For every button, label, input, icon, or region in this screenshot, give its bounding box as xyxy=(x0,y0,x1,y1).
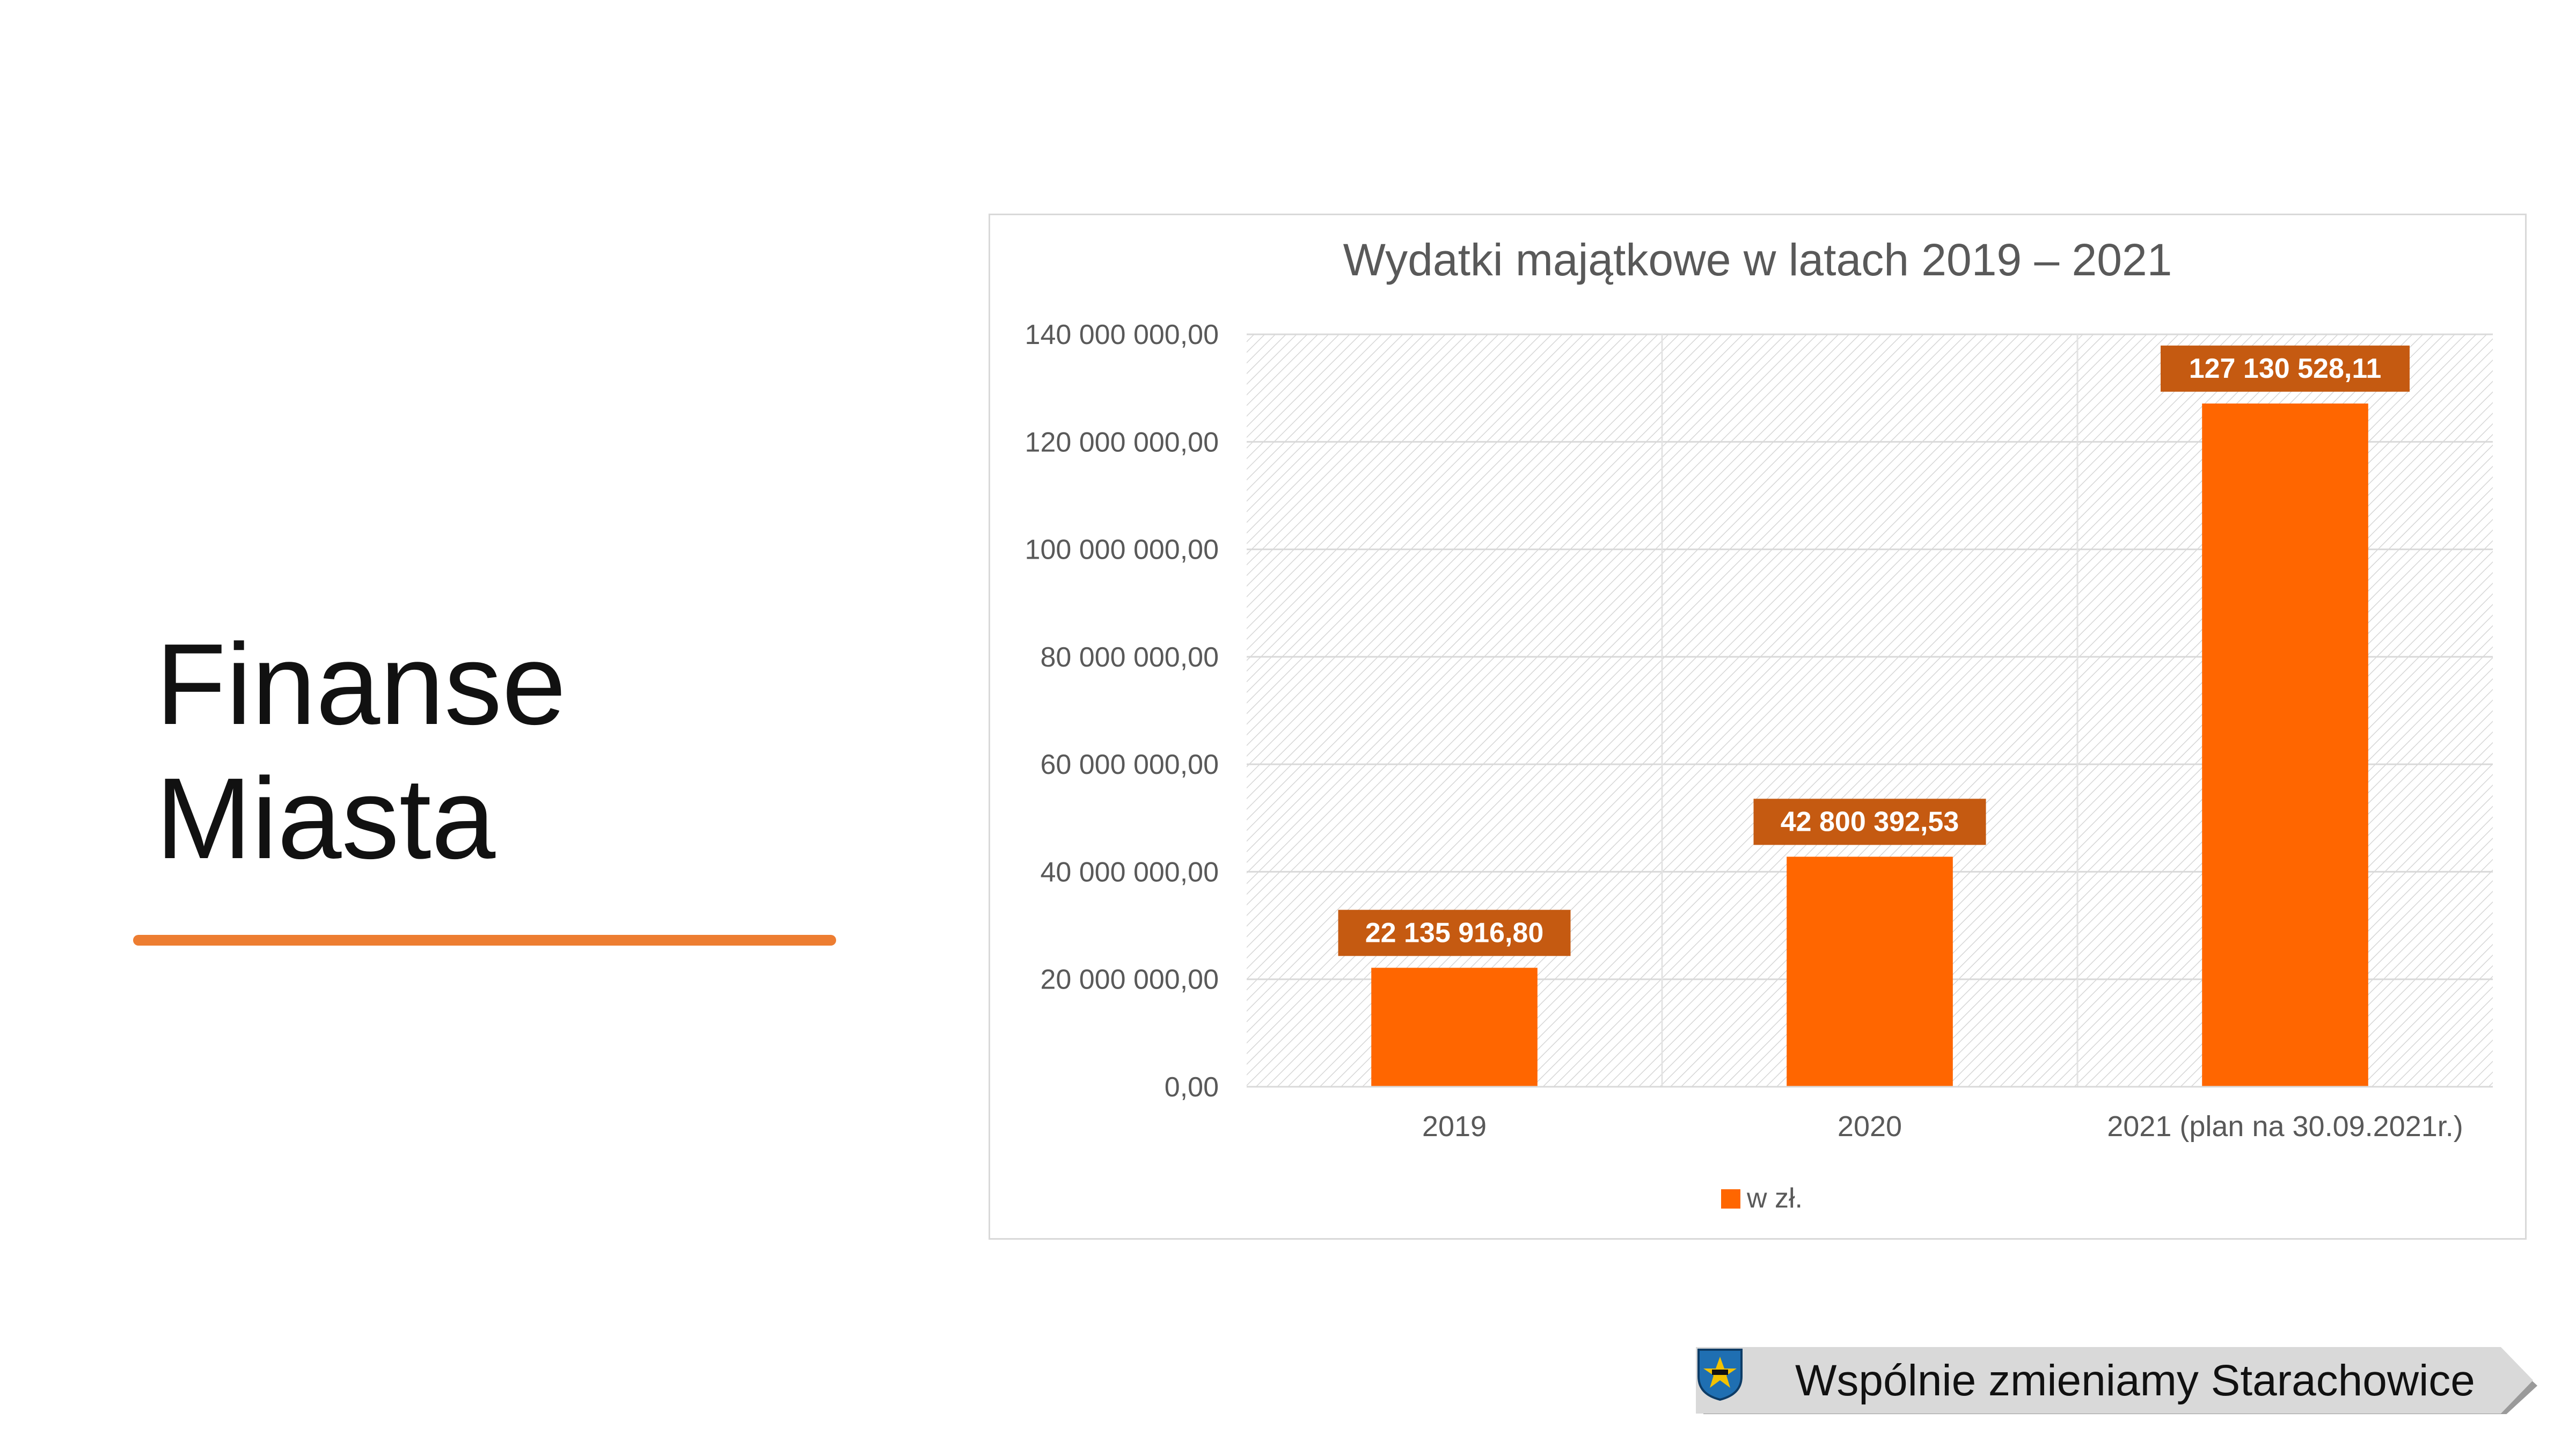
bar-2019 xyxy=(1371,968,1538,1087)
legend-swatch xyxy=(1721,1189,1740,1209)
footer-badge: Wspólnie zmieniamy Starachowice xyxy=(1696,1347,2544,1414)
slide-title: Finanse Miasta xyxy=(156,617,853,885)
data-label: 127 130 528,11 xyxy=(2189,353,2382,384)
data-label: 22 135 916,80 xyxy=(1365,917,1544,948)
bar-chart: Wydatki majątkowe w latach 2019 – 2021 0… xyxy=(1025,235,2493,1214)
chart-frame: Wydatki majątkowe w latach 2019 – 2021 0… xyxy=(989,214,2527,1240)
y-tick-label: 80 000 000,00 xyxy=(1040,642,1219,673)
data-label: 42 800 392,53 xyxy=(1781,806,1959,837)
y-tick-label: 40 000 000,00 xyxy=(1040,857,1219,888)
y-tick-label: 20 000 000,00 xyxy=(1040,964,1219,996)
y-tick-label: 0,00 xyxy=(1165,1072,1219,1103)
title-underline xyxy=(133,935,836,946)
y-tick-label: 60 000 000,00 xyxy=(1040,749,1219,780)
data-label-box xyxy=(2161,345,2410,392)
y-tick-label: 120 000 000,00 xyxy=(1025,427,1219,458)
x-tick-label: 2020 xyxy=(1838,1110,1902,1143)
slide-title-line2: Miasta xyxy=(156,753,496,883)
bar-2020 xyxy=(1787,857,1953,1087)
footer-slogan: Wspólnie zmieniamy Starachowice xyxy=(1795,1356,2475,1405)
city-crest-icon xyxy=(1697,1349,1743,1401)
data-label-box xyxy=(1338,910,1571,956)
legend-label: w zł. xyxy=(1746,1183,1803,1214)
y-tick-label: 100 000 000,00 xyxy=(1025,535,1219,566)
data-label-box xyxy=(1753,799,1986,845)
slide-title-line1: Finanse xyxy=(156,619,566,749)
x-tick-label: 2021 (plan na 30.09.2021r.) xyxy=(2107,1110,2463,1143)
y-tick-label: 140 000 000,00 xyxy=(1025,319,1219,350)
chart-title: Wydatki majątkowe w latach 2019 – 2021 xyxy=(1343,235,2172,285)
x-tick-label: 2019 xyxy=(1422,1110,1487,1143)
bar-2021 xyxy=(2202,403,2368,1087)
